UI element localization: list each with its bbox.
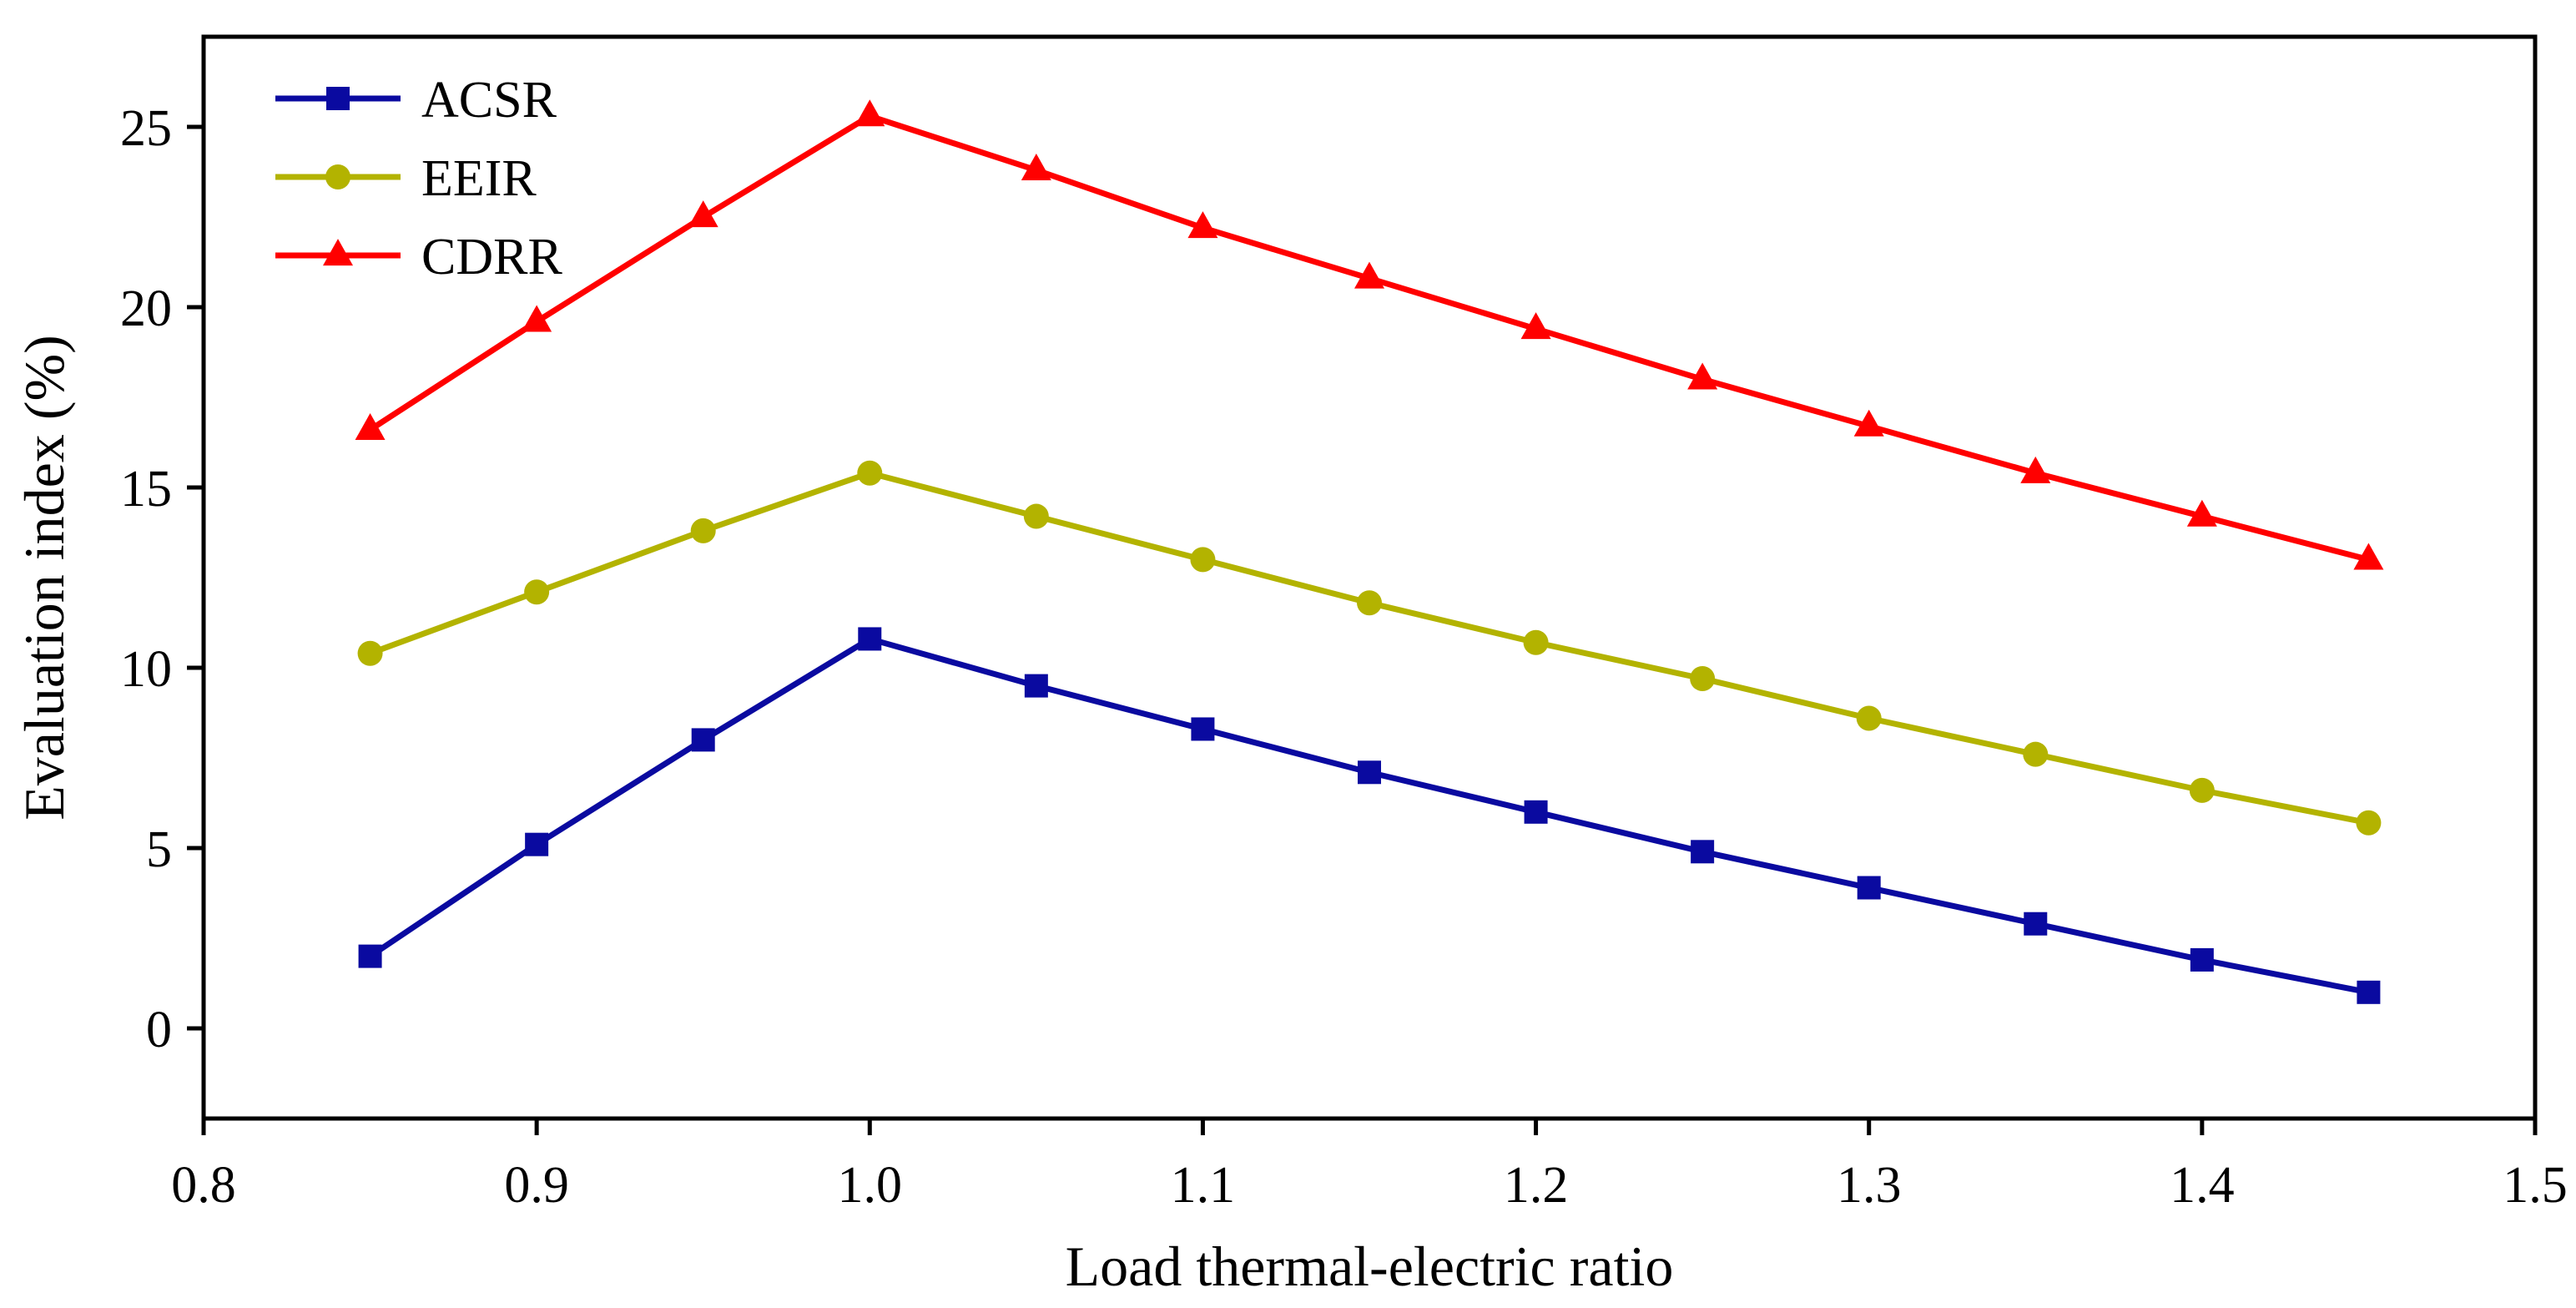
y-tick-label: 15 <box>120 461 172 518</box>
y-axis-title: Evaluation index (%) <box>13 335 76 821</box>
data-point-acsr <box>1524 800 1548 824</box>
data-point-cdrr <box>1021 154 1051 180</box>
data-point-cdrr <box>1853 409 1884 437</box>
series-line-cdrr <box>368 113 2370 563</box>
y-tick-label: 0 <box>146 1002 172 1058</box>
data-point-cdrr <box>1520 312 1551 340</box>
data-point-eeir <box>2356 810 2382 836</box>
legend-item-cdrr: CDRR <box>275 229 562 285</box>
legend-label-cdrr: CDRR <box>421 229 562 285</box>
y-tick-label: 5 <box>146 821 172 878</box>
data-point-cdrr <box>2020 456 2051 483</box>
data-point-cdrr <box>1687 362 1718 390</box>
data-point-eeir <box>357 640 383 666</box>
x-tick-label: 1.2 <box>1504 1157 1569 1214</box>
series-cdrr <box>355 99 2384 570</box>
data-point-cdrr <box>355 413 386 441</box>
x-axis-title: Load thermal-electric ratio <box>1066 1235 1674 1298</box>
x-axis: 0.8 0.9 1.0 1.1 1.2 1.3 1.4 1.5 <box>171 1119 2568 1214</box>
legend-item-eeir: EEIR <box>275 150 537 207</box>
data-point-cdrr <box>1187 211 1218 239</box>
x-tick-label: 0.8 <box>171 1157 236 1214</box>
data-point-cdrr <box>2353 543 2384 570</box>
data-point-acsr <box>1191 717 1215 741</box>
data-point-acsr <box>2024 912 2048 936</box>
data-point-cdrr <box>1354 261 1384 289</box>
data-point-eeir <box>1856 705 1882 731</box>
data-point-eeir <box>2023 741 2049 767</box>
data-point-acsr <box>1691 840 1715 864</box>
legend-label-acsr: ACSR <box>421 72 557 129</box>
x-tick-label: 1.0 <box>838 1157 903 1214</box>
y-tick-label: 10 <box>120 641 172 698</box>
series-line-acsr <box>368 635 2370 996</box>
series-acsr <box>358 627 2381 1004</box>
data-point-acsr <box>1024 674 1048 698</box>
data-point-acsr <box>691 728 715 752</box>
data-point-eeir <box>1190 547 1216 573</box>
legend-marker-acsr <box>326 87 350 110</box>
data-point-cdrr <box>2186 499 2217 527</box>
data-point-eeir <box>857 460 883 486</box>
data-point-eeir <box>524 579 550 605</box>
legend-marker-eeir <box>325 164 350 189</box>
data-point-cdrr <box>522 305 552 332</box>
data-point-eeir <box>1523 629 1549 655</box>
data-point-acsr <box>2357 980 2381 1004</box>
data-point-acsr <box>525 832 549 856</box>
x-tick-label: 1.5 <box>2503 1157 2568 1214</box>
data-point-acsr <box>358 944 382 968</box>
x-tick-label: 0.9 <box>504 1157 569 1214</box>
data-point-eeir <box>1690 665 1716 691</box>
data-point-acsr <box>2190 947 2214 972</box>
data-point-cdrr <box>688 200 718 228</box>
series-eeir <box>357 460 2382 836</box>
data-point-eeir <box>1023 503 1049 529</box>
y-axis: 0 5 10 15 20 25 <box>120 100 204 1058</box>
data-point-eeir <box>1357 590 1382 616</box>
data-point-acsr <box>1857 876 1881 900</box>
legend-label-eeir: EEIR <box>421 150 537 207</box>
data-point-cdrr <box>854 99 885 127</box>
y-tick-label: 25 <box>120 100 172 157</box>
x-tick-label: 1.4 <box>2170 1157 2235 1214</box>
data-point-acsr <box>1358 760 1381 785</box>
y-tick-label: 20 <box>120 280 172 337</box>
legend-marker-cdrr <box>323 239 353 266</box>
x-tick-label: 1.3 <box>1837 1157 1902 1214</box>
data-point-eeir <box>690 518 716 543</box>
series-layer <box>355 99 2384 1004</box>
legend-item-acsr: ACSR <box>275 72 557 129</box>
plot-frame <box>201 34 2538 1121</box>
legend: ACSR EEIR CDRR <box>275 72 562 285</box>
data-point-eeir <box>2189 777 2215 803</box>
data-point-acsr <box>858 627 882 651</box>
x-tick-label: 1.1 <box>1171 1157 1236 1214</box>
